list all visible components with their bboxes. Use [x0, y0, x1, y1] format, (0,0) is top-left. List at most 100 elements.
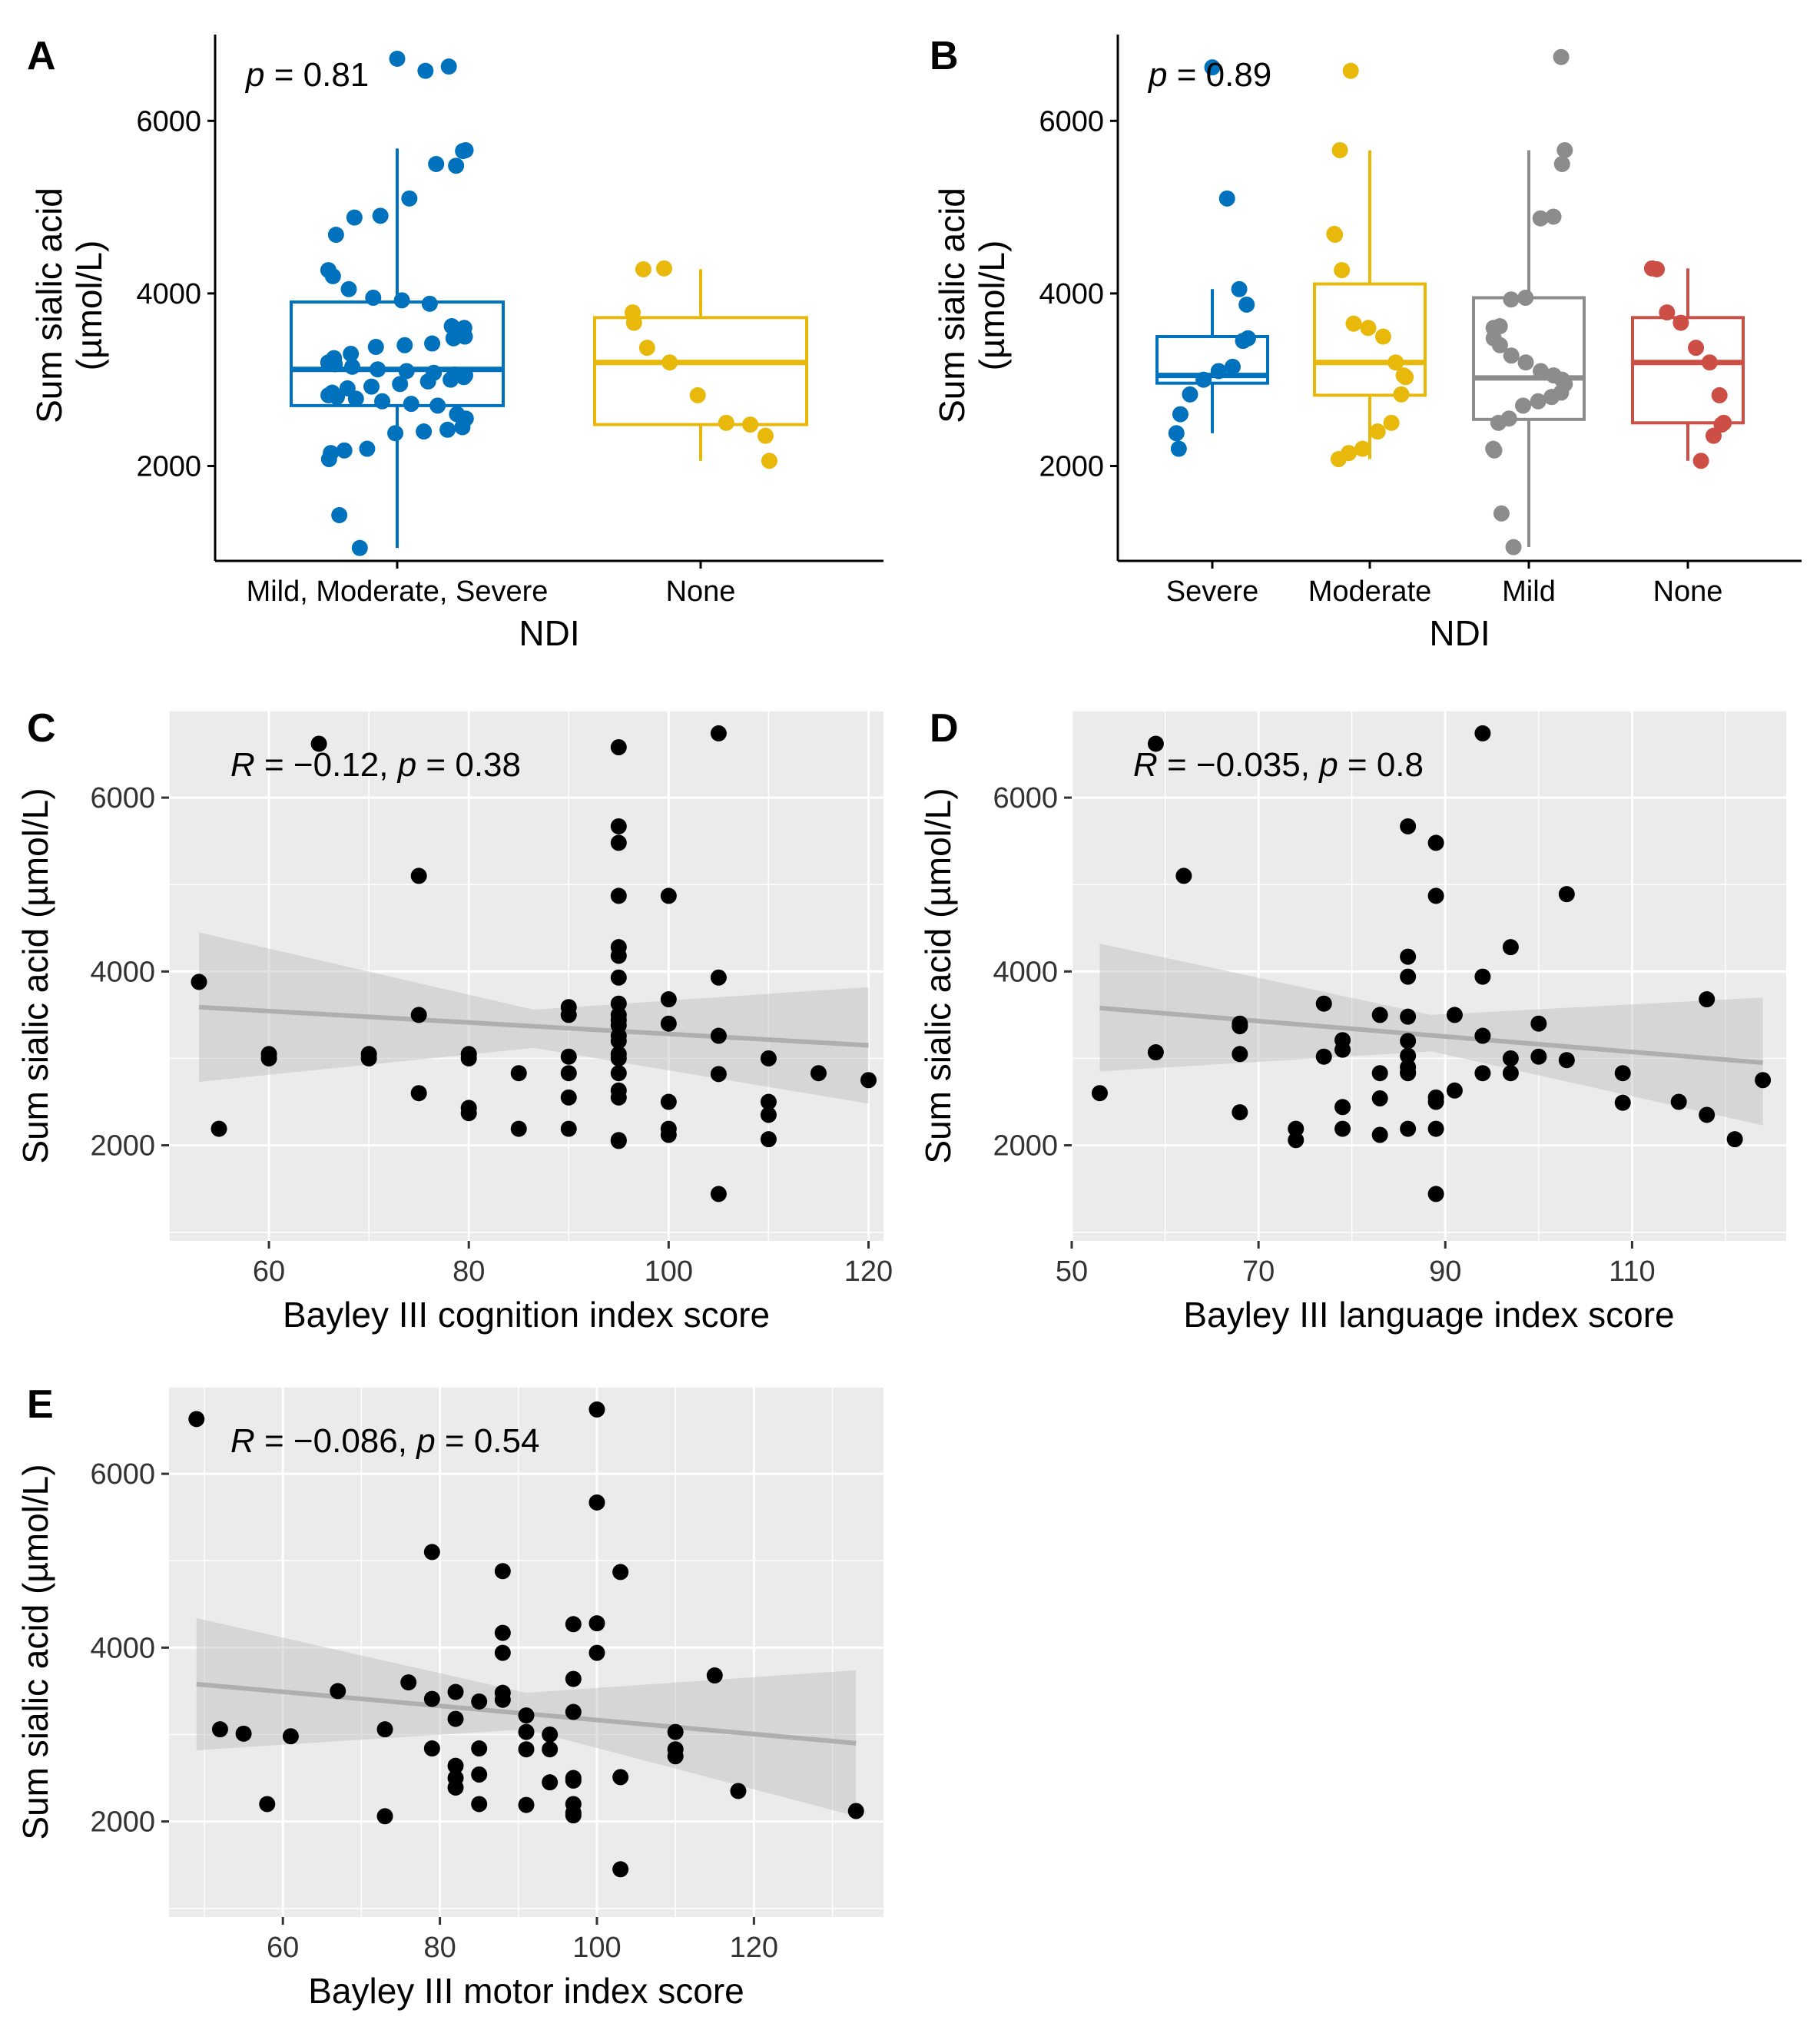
data-point: [1204, 59, 1221, 76]
data-point: [1427, 887, 1444, 904]
data-point: [1400, 818, 1417, 834]
data-point: [1334, 262, 1351, 279]
data-point: [560, 1065, 577, 1082]
x-tick-label: None: [666, 575, 736, 608]
data-point: [401, 190, 418, 207]
data-point: [1383, 414, 1400, 431]
data-point: [565, 1703, 582, 1720]
p-value: = 0.8: [1338, 746, 1424, 784]
correlation-annotation: R = −0.12, p = 0.38: [230, 746, 521, 784]
data-point: [372, 207, 389, 224]
data-point: [1175, 867, 1192, 884]
data-point: [542, 1774, 559, 1791]
data-point: [1556, 141, 1573, 158]
data-point: [710, 725, 727, 741]
x-tick-label: Severe: [1166, 575, 1258, 608]
data-point: [343, 345, 360, 362]
data-point: [260, 1050, 277, 1066]
data-point: [612, 1564, 629, 1581]
data-point: [588, 1615, 605, 1632]
data-point: [1502, 1065, 1519, 1082]
data-point: [1543, 389, 1560, 406]
data-point: [1224, 358, 1241, 375]
data-point: [1490, 414, 1507, 431]
data-point: [1427, 1093, 1444, 1110]
data-point: [429, 397, 446, 414]
data-point: [1474, 968, 1491, 985]
data-point: [760, 1093, 777, 1110]
plot-panel-background: [169, 1387, 883, 1917]
data-point: [1755, 1072, 1772, 1089]
x-axis-title: Bayley III motor index score: [308, 1971, 744, 2011]
y-axis-title: Sum sialic acid (µmol/L): [15, 1464, 55, 1839]
p-symbol: p: [396, 746, 416, 784]
data-point: [188, 1411, 205, 1428]
data-point: [565, 1807, 582, 1824]
data-point: [327, 356, 343, 373]
y-tick-label: 4000: [1039, 278, 1104, 310]
data-point: [376, 1721, 393, 1738]
data-point: [1195, 371, 1212, 388]
data-point: [660, 887, 677, 904]
data-point: [1517, 354, 1534, 371]
data-point: [1711, 386, 1728, 403]
data-point: [588, 1401, 605, 1418]
panel-label-a: A: [27, 34, 56, 78]
data-point: [660, 1015, 677, 1032]
data-point: [376, 1808, 393, 1825]
data-point: [612, 1769, 629, 1786]
data-point: [1387, 354, 1404, 371]
data-point: [610, 818, 627, 834]
data-point: [1400, 1065, 1417, 1082]
data-point: [1170, 440, 1187, 457]
data-point: [398, 363, 415, 380]
data-point: [1091, 1085, 1108, 1102]
panel-label-e: E: [27, 1382, 54, 1427]
data-point: [610, 1065, 627, 1082]
data-point: [1670, 1093, 1687, 1110]
p-symbol: p: [244, 56, 264, 94]
data-point: [331, 506, 348, 523]
data-point: [847, 1803, 864, 1819]
data-point: [1502, 1050, 1519, 1066]
data-point: [610, 834, 627, 851]
data-point: [330, 1683, 346, 1700]
x-tick-label: 60: [253, 1255, 285, 1288]
data-point: [1532, 210, 1549, 227]
data-point: [760, 1106, 777, 1123]
y-axis-title-line: Sum sialic acid: [932, 187, 972, 423]
data-point: [1503, 347, 1520, 364]
data-point: [706, 1667, 723, 1684]
data-point: [1371, 1065, 1388, 1082]
panel-a-boxplot: A 2000 4000 6000 Mild, Moderate, Severe None p…: [27, 34, 883, 653]
x-tick-label: 80: [423, 1932, 456, 1964]
x-tick-label: 100: [645, 1255, 693, 1288]
data-point: [494, 1691, 511, 1708]
data-point: [365, 290, 382, 306]
data-point: [347, 390, 364, 407]
data-point: [417, 62, 434, 79]
data-point: [1486, 442, 1503, 459]
data-point: [610, 947, 627, 964]
y-axis-title: Sum sialic acid (µmol/L): [15, 788, 55, 1163]
data-point: [1503, 291, 1520, 308]
data-point: [471, 1796, 488, 1813]
y-tick-label: 2000: [993, 1130, 1058, 1163]
data-point: [1400, 948, 1417, 965]
data-point: [374, 393, 391, 410]
data-point: [344, 358, 361, 375]
box-group-2: [1472, 48, 1586, 556]
data-point: [403, 396, 419, 413]
data-point: [1517, 290, 1534, 306]
y-axis-title-line: (µmol/L): [972, 240, 1012, 371]
data-point: [1474, 1065, 1491, 1082]
data-point: [1172, 406, 1188, 423]
data-point: [560, 1120, 577, 1137]
data-point: [655, 260, 672, 277]
data-point: [457, 141, 474, 158]
data-point: [423, 1690, 440, 1707]
data-point: [1315, 1048, 1332, 1065]
x-tick-label: Moderate: [1308, 575, 1432, 608]
data-point: [471, 1740, 488, 1757]
